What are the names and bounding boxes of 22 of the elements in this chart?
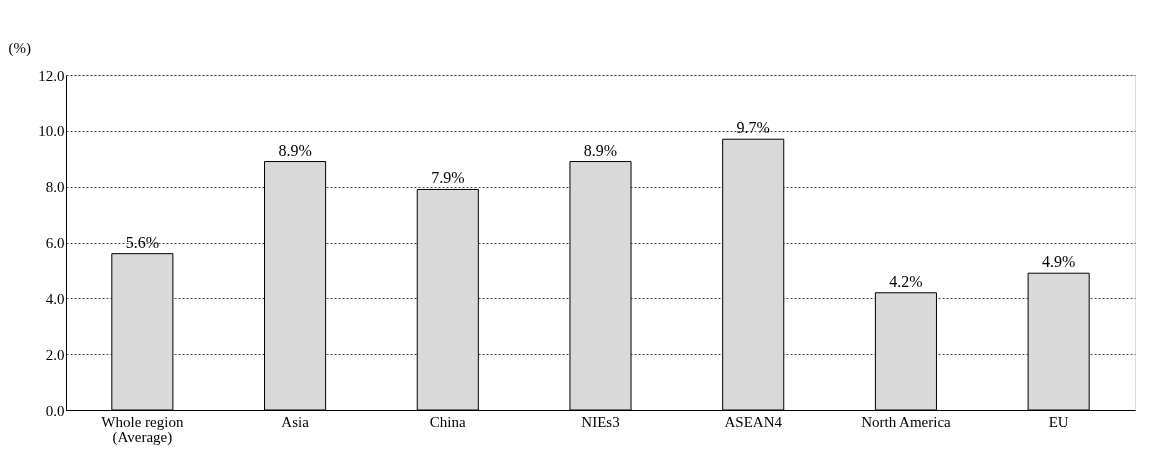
- x-tick-label: NIEs3: [581, 413, 620, 430]
- data-label: 7.9%: [431, 169, 465, 187]
- y-tick-label: 4.0: [45, 290, 65, 307]
- x-tick-label: EU: [1048, 413, 1069, 430]
- x-tick-label: North America: [861, 413, 952, 430]
- x-tick-label: Asia: [281, 413, 310, 430]
- y-axis-title: (%): [8, 39, 31, 57]
- data-label: 4.2%: [889, 272, 923, 290]
- data-label: 5.6%: [125, 233, 160, 251]
- y-tick-label: 2.0: [45, 346, 65, 363]
- y-tick-label: 10.0: [38, 123, 65, 140]
- data-label: 8.9%: [278, 141, 312, 159]
- x-tick-label: ASEAN4: [724, 413, 783, 430]
- x-tick-label: Whole region (Average): [101, 413, 184, 446]
- y-tick-label: 8.0: [45, 179, 65, 196]
- x-tick-label: China: [429, 413, 467, 430]
- y-tick-label: 6.0: [45, 235, 65, 251]
- data-label: 4.9%: [1041, 253, 1076, 271]
- y-tick-label: 12.0: [38, 67, 65, 84]
- data-label: 8.9%: [583, 141, 618, 159]
- y-tick-label: 0.0: [45, 402, 65, 419]
- data-label: 9.7%: [736, 119, 770, 137]
